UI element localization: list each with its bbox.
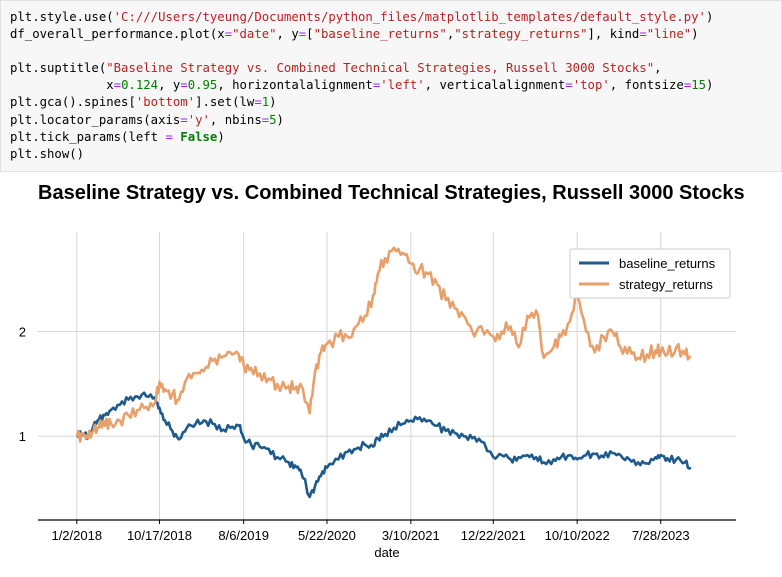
y-tick-label: 2: [19, 324, 26, 339]
legend-label: strategy_returns: [619, 277, 713, 292]
chart-output: Baseline Strategy vs. Combined Technical…: [19, 182, 745, 560]
code-line: plt.suptitle("Baseline Strategy vs. Comb…: [10, 61, 662, 76]
series-line-strategy_returns: [75, 246, 692, 443]
y-tick-label: 1: [19, 429, 26, 444]
chart-title: Baseline Strategy vs. Combined Technical…: [38, 182, 745, 204]
code-line: x=0.124, y=0.95, horizontalalignment='le…: [10, 78, 714, 93]
code-line: plt.tick_params(left = False): [10, 129, 225, 144]
code-line: df_overall_performance.plot(x="date", y=…: [10, 27, 699, 42]
code-line: plt.show(): [10, 146, 85, 161]
x-tick-label: 12/22/2021: [461, 528, 526, 543]
x-ticks: 1/2/2018 10/17/2018 8/6/2019 5/22/2020 3/10/…: [51, 520, 690, 543]
code-cell[interactable]: plt.style.use('C:///Users/tyeung/Documen…: [0, 0, 782, 172]
legend-label: baseline_returns: [619, 256, 716, 271]
code-line: plt.style.use('C:///Users/tyeung/Documen…: [10, 10, 714, 24]
x-tick-label: 10/10/2022: [545, 528, 610, 543]
x-tick-label: 3/10/2021: [382, 528, 440, 543]
x-tick-label: 8/6/2019: [218, 528, 269, 543]
x-axis-label: date: [374, 545, 399, 560]
x-tick-label: 7/28/2023: [632, 528, 690, 543]
x-tick-label: 5/22/2020: [298, 528, 356, 543]
code-line: plt.locator_params(axis='y', nbins=5): [10, 112, 284, 127]
code-line: plt.gca().spines['bottom'].set(lw=1): [10, 95, 277, 110]
series-lines: [75, 246, 692, 499]
legend: baseline_returns strategy_returns: [569, 248, 731, 299]
series-line-baseline_returns: [76, 391, 692, 499]
y-ticks: 12: [19, 324, 26, 444]
x-tick-label: 10/17/2018: [127, 528, 192, 543]
x-tick-label: 1/2/2018: [51, 528, 102, 543]
legend-box: [569, 248, 731, 299]
code-text[interactable]: plt.style.use('C:///Users/tyeung/Documen…: [10, 9, 713, 163]
